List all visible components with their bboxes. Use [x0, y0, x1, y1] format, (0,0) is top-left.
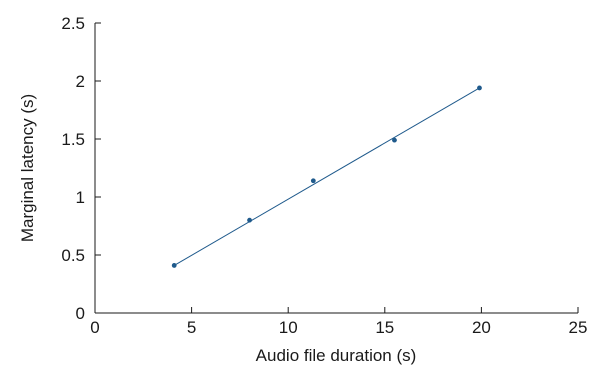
x-tick-label: 10 — [279, 318, 298, 337]
x-axis-ticks: 0 5 10 15 20 25 — [90, 307, 587, 337]
x-tick-label: 20 — [472, 318, 491, 337]
fit-line-layer — [173, 87, 480, 266]
y-tick-label: 1.5 — [61, 130, 85, 149]
data-points-layer — [171, 85, 482, 268]
plot-frame — [94, 23, 578, 314]
data-point — [392, 137, 397, 143]
x-tick-label: 15 — [375, 318, 394, 337]
x-tick-label: 25 — [569, 318, 588, 337]
x-tick-label: 5 — [187, 318, 196, 337]
x-axis-title: Audio file duration (s) — [256, 346, 417, 365]
fit-line — [173, 87, 480, 266]
data-point — [171, 263, 177, 268]
y-tick-label: 0 — [76, 304, 85, 323]
data-point — [247, 217, 252, 223]
y-tick-label: 2 — [76, 72, 85, 91]
data-point — [477, 85, 482, 91]
x-tick-label: 0 — [90, 318, 99, 337]
y-tick-label: 2.5 — [61, 14, 85, 33]
y-tick-label: 0.5 — [61, 246, 85, 265]
data-point — [310, 178, 316, 184]
y-axis-ticks: 0 0.5 1 1.5 2 2.5 — [61, 14, 101, 323]
y-axis-title: Marginal latency (s) — [18, 94, 37, 242]
y-tick-label: 1 — [76, 188, 85, 207]
